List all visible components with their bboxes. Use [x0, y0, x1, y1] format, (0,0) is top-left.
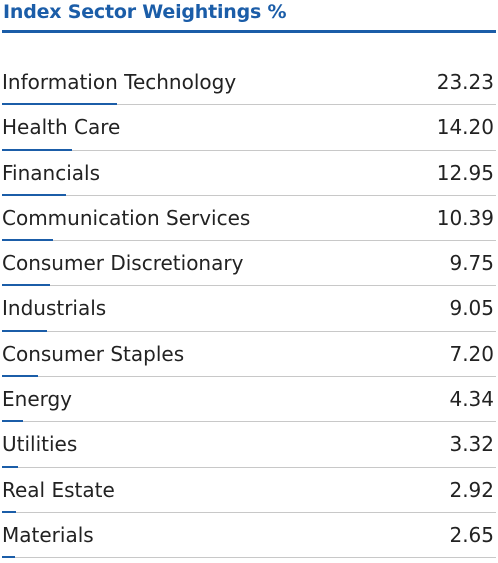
sector-label: Industrials	[2, 296, 107, 321]
table-row: Communication Services 10.39	[2, 196, 496, 242]
sector-label: Consumer Discretionary	[2, 251, 244, 276]
table-row: Materials 2.65	[2, 513, 496, 559]
table-row: Real Estate 2.92	[2, 468, 496, 513]
sector-weightings-list: Information Technology 23.23 Health Care 14…	[2, 60, 496, 559]
sector-label: Consumer Staples	[2, 341, 185, 366]
sector-label: Real Estate	[2, 477, 115, 502]
sector-label: Energy	[2, 387, 73, 412]
table-row: Energy 4.34	[2, 377, 496, 423]
sector-value: 3.32	[449, 432, 494, 457]
sector-weight-bar	[2, 284, 51, 287]
sector-weight-bar	[2, 103, 117, 106]
sector-weight-bar	[2, 193, 66, 196]
table-row: Utilities 3.32	[2, 422, 496, 468]
sector-label: Health Care	[2, 115, 121, 140]
sector-label: Information Technology	[2, 70, 237, 94]
title-underline	[2, 30, 496, 33]
sector-weight-bar	[2, 239, 54, 242]
sector-weight-bar	[2, 329, 47, 332]
sector-value: 10.39	[436, 205, 494, 230]
sector-weight-bar	[2, 420, 24, 423]
table-row: Consumer Discretionary 9.75	[2, 241, 496, 287]
sector-value: 12.95	[436, 160, 494, 185]
sector-value: 9.05	[449, 296, 494, 321]
sector-weight-bar	[2, 465, 19, 468]
table-row: Information Technology 23.23	[2, 60, 496, 106]
sector-weight-bar	[2, 556, 16, 559]
sector-weight-bar	[2, 375, 38, 378]
table-row: Consumer Staples 7.20	[2, 332, 496, 378]
chart-title: Index Sector Weightings %	[3, 1, 287, 23]
sector-value: 2.65	[449, 522, 494, 547]
sector-value: 14.20	[436, 115, 494, 140]
sector-label: Utilities	[2, 432, 78, 457]
sector-label: Communication Services	[2, 205, 251, 230]
sector-weight-bar	[2, 148, 73, 151]
sector-value: 7.20	[449, 341, 494, 366]
sector-label: Financials	[2, 160, 100, 185]
table-row: Industrials 9.05	[2, 286, 496, 332]
sector-label: Materials	[2, 522, 94, 547]
table-row: Financials 12.95	[2, 151, 496, 196]
sector-value: 4.34	[449, 387, 494, 412]
sector-value: 23.23	[436, 70, 494, 94]
sector-weight-bar	[2, 510, 17, 513]
sector-value: 9.75	[449, 251, 494, 276]
sector-value: 2.92	[449, 477, 494, 502]
table-row: Health Care 14.20	[2, 105, 496, 151]
